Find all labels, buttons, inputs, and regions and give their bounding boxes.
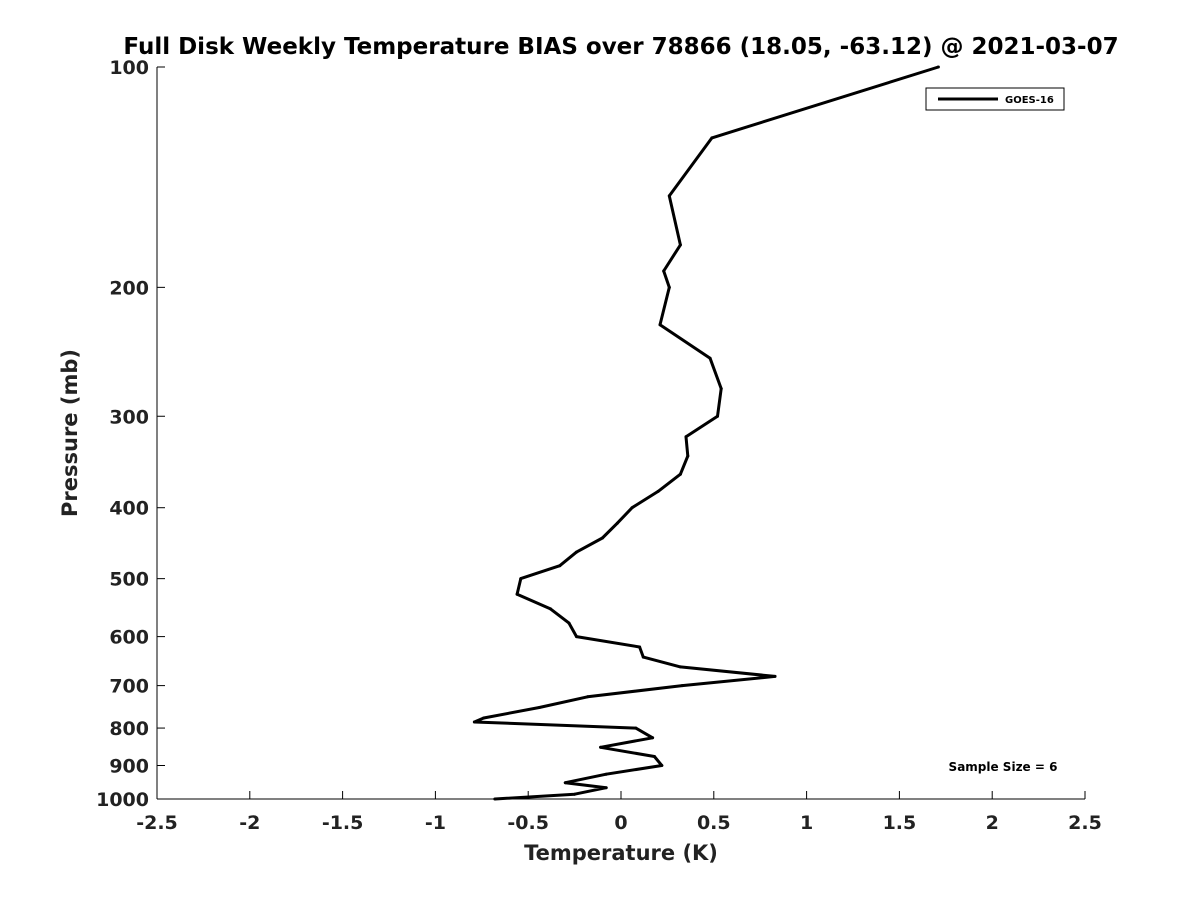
legend: GOES-16 (925, 87, 1065, 111)
data-point (558, 564, 562, 568)
x-tick-label: -2.5 (136, 812, 178, 834)
data-point (630, 506, 634, 510)
data-point (573, 792, 577, 796)
data-point (660, 764, 664, 767)
sample-size-annotation: Sample Size = 6 (949, 760, 1058, 774)
data-point (567, 621, 571, 625)
y-tick-label: 600 (109, 627, 149, 649)
data-point (652, 755, 656, 758)
y-tick-label: 200 (109, 277, 149, 299)
data-point (656, 489, 660, 493)
data-point (586, 695, 590, 699)
data-point (472, 720, 476, 724)
y-tick-label: 900 (109, 756, 149, 778)
x-tick-label: -1.5 (322, 812, 364, 834)
data-point (667, 194, 671, 198)
data-point (493, 797, 497, 801)
data-point (549, 607, 552, 611)
data-point (773, 674, 777, 678)
y-tick-label: 700 (109, 676, 149, 698)
data-point (662, 269, 666, 273)
data-point (651, 736, 655, 740)
data-point (634, 726, 638, 730)
data-point (599, 745, 603, 749)
y-tick-label: 800 (109, 718, 149, 740)
x-tick-label: -1 (425, 812, 446, 834)
x-tick-label: 0.5 (697, 812, 731, 834)
data-point (936, 65, 940, 69)
y-tick-label: 400 (109, 498, 149, 520)
data-point (678, 472, 682, 476)
series-layer (472, 65, 940, 801)
y-ticks: 100 200 300 400 500 600 700 800 900 1000 (96, 57, 165, 811)
data-point (575, 635, 578, 639)
x-ticks: -2.5 -2 -1.5 -1 -0.5 0 0.5 1 1.5 2 2.5 (136, 791, 1102, 834)
data-point (482, 716, 486, 720)
x-tick-label: 0 (614, 812, 627, 834)
x-tick-label: -0.5 (507, 812, 549, 834)
x-axis-label: Temperature (K) (524, 841, 718, 865)
chart-title: Full Disk Weekly Temperature BIAS over 7… (123, 34, 1118, 60)
data-point (710, 136, 714, 140)
data-point (600, 536, 604, 540)
data-point (519, 577, 523, 581)
y-tick-label: 1000 (96, 789, 149, 811)
data-point (684, 435, 688, 439)
data-point (708, 356, 712, 360)
data-point (615, 521, 619, 525)
data-point (641, 655, 645, 659)
data-point (515, 592, 519, 596)
data-point (716, 414, 719, 418)
x-tick-label: 2.5 (1068, 812, 1102, 834)
data-point (658, 323, 662, 327)
data-point (678, 243, 682, 247)
x-tick-label: 1.5 (883, 812, 917, 834)
y-tick-label: 300 (109, 406, 149, 428)
data-point (667, 285, 671, 289)
data-point (537, 706, 541, 709)
data-point (563, 781, 567, 785)
data-point (686, 454, 690, 458)
data-point (604, 772, 608, 776)
data-point (604, 786, 608, 790)
y-tick-label: 100 (109, 57, 149, 79)
x-tick-label: -2 (239, 812, 260, 834)
data-point (638, 645, 642, 649)
legend-label: GOES-16 (1005, 95, 1054, 106)
x-tick-label: 1 (800, 812, 813, 834)
x-tick-label: 2 (986, 812, 999, 834)
y-axis-label: Pressure (mb) (58, 349, 82, 517)
data-point (680, 684, 684, 688)
data-point (575, 550, 578, 554)
y-tick-label: 500 (109, 569, 149, 591)
data-point (719, 387, 723, 391)
data-point (678, 665, 682, 669)
